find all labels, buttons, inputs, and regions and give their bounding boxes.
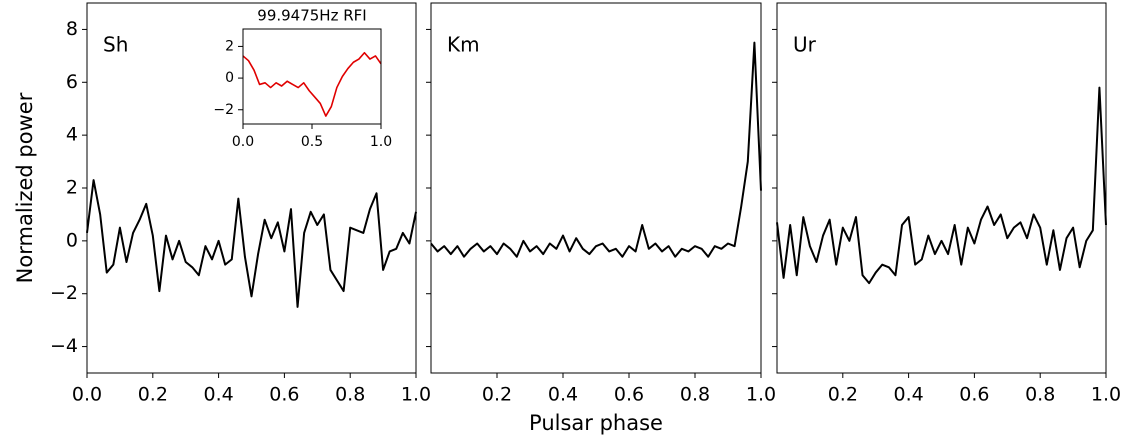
panel-label: Ur (793, 33, 817, 57)
y-tick-label: −4 (50, 335, 78, 357)
x-tick-label: 0.4 (548, 384, 578, 406)
data-line (242, 51, 382, 117)
x-tick-label: 1.0 (746, 384, 776, 406)
x-tick-label: 0.6 (269, 384, 299, 406)
x-tick-label: 0.6 (959, 384, 989, 406)
inset-background (243, 29, 381, 124)
x-tick-label: 0.2 (828, 384, 858, 406)
y-tick-label: −2 (213, 102, 234, 118)
x-tick-label: 0.5 (301, 134, 323, 150)
panel-label: Km (447, 33, 480, 57)
data-line (430, 41, 762, 258)
data-line (86, 179, 417, 308)
x-tick-label: 1.0 (401, 384, 431, 406)
axes-frame (86, 2, 417, 374)
y-tick-label: −2 (50, 282, 78, 304)
y-axis-label: Normalized power (13, 92, 37, 283)
x-tick-label: 1.0 (370, 134, 392, 150)
x-tick-label: 0.4 (893, 384, 923, 406)
x-tick-label: 0.0 (232, 134, 254, 150)
x-tick-label: 0.4 (203, 384, 233, 406)
x-tick-label: 0.6 (614, 384, 644, 406)
axes-frame (242, 28, 382, 125)
axes-frame (430, 2, 762, 374)
y-tick-label: 4 (66, 124, 78, 146)
x-tick-label: 0.8 (1025, 384, 1055, 406)
data-line (776, 86, 1107, 285)
x-tick-label: 0.8 (335, 384, 365, 406)
inset-title: 99.9475Hz RFI (257, 7, 366, 25)
x-tick-label: 1.0 (1091, 384, 1121, 406)
y-tick-label: 0 (66, 229, 78, 251)
panel-label: Sh (103, 33, 128, 57)
y-tick-label: 8 (66, 18, 78, 40)
y-tick-label: 0 (225, 70, 234, 86)
x-tick-label: 0.2 (482, 384, 512, 406)
y-tick-label: 6 (66, 71, 78, 93)
x-tick-label: 0.8 (680, 384, 710, 406)
y-tick-label: 2 (225, 38, 234, 54)
x-tick-label: 0.2 (138, 384, 168, 406)
x-axis-label: Pulsar phase (529, 411, 663, 435)
axes-frame (776, 2, 1107, 374)
y-tick-label: 2 (66, 177, 78, 199)
x-tick-label: 0.0 (72, 384, 102, 406)
